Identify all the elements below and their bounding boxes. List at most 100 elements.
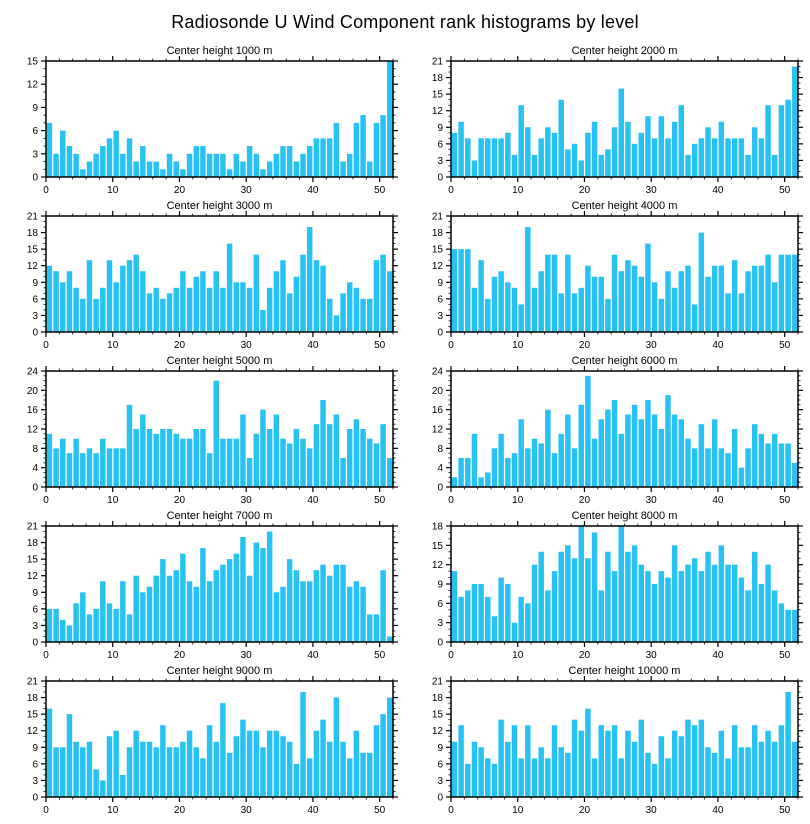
bar	[266, 161, 273, 177]
bar	[651, 282, 658, 332]
bar	[60, 282, 66, 332]
bar	[333, 122, 340, 177]
bar	[691, 448, 698, 487]
bar	[505, 584, 511, 642]
bar	[511, 453, 518, 487]
y-tick-label: 21	[432, 57, 444, 68]
bar	[240, 282, 246, 332]
bar	[73, 741, 79, 797]
bar	[538, 551, 544, 642]
x-tick-label: 50	[374, 650, 386, 661]
bar	[778, 105, 785, 177]
x-tick-label: 40	[307, 805, 319, 816]
bar	[93, 453, 99, 487]
bar	[511, 287, 518, 332]
bar	[300, 254, 306, 332]
bar	[498, 433, 504, 487]
bar	[280, 146, 286, 177]
y-tick-label: 12	[27, 425, 39, 436]
y-tick-label: 0	[32, 328, 38, 339]
y-tick-label: 8	[437, 444, 443, 455]
x-tick-label: 30	[241, 185, 253, 196]
bars-group	[46, 692, 393, 797]
x-tick-label: 10	[512, 185, 524, 196]
bar	[160, 169, 166, 177]
histogram-svg-center-height-7000-m: Center height 7000 m 0 3 6 9 12 15 18 21 0 10 20 30 4…	[27, 510, 398, 661]
y-tick-label: 12	[432, 425, 444, 436]
y-tick-label: 6	[437, 294, 443, 305]
y-tick-label: 18	[27, 538, 39, 549]
bar	[306, 581, 313, 642]
bar	[133, 575, 139, 642]
bar	[785, 609, 791, 642]
bar	[226, 243, 233, 332]
bar	[525, 127, 531, 177]
x-tick-label: 20	[579, 495, 591, 506]
plot-frame	[450, 215, 799, 333]
bar	[451, 477, 458, 487]
bar	[160, 725, 166, 797]
bar	[100, 581, 106, 642]
bars-group	[451, 526, 798, 642]
bar	[498, 719, 504, 797]
x-tick-label: 20	[174, 340, 186, 351]
bar	[240, 537, 246, 642]
subplot-center-height-4000-m: Center height 4000 m 0 3 6 9 12 15 18 21 0 10 20 30 4…	[405, 197, 810, 352]
x-tick-label: 20	[579, 805, 591, 816]
bar	[591, 758, 598, 797]
bar	[160, 559, 166, 642]
bar	[286, 741, 293, 797]
x-tick-label: 50	[779, 495, 791, 506]
bar	[765, 564, 771, 642]
bar	[658, 429, 665, 487]
bar	[778, 725, 785, 797]
bar	[160, 429, 166, 487]
plot-frame	[450, 370, 799, 488]
bar	[220, 153, 226, 177]
bar	[498, 577, 504, 642]
bar	[240, 719, 246, 797]
histogram-svg-center-height-5000-m: Center height 5000 m 0 4 8 12 16 20 24 0 10 20 30 40…	[27, 355, 398, 506]
bar	[80, 169, 86, 177]
bar	[698, 571, 705, 642]
bars-group	[46, 227, 393, 332]
bar	[658, 298, 665, 332]
bar	[565, 414, 571, 487]
bar	[772, 154, 778, 177]
y-tick-label: 12	[27, 726, 39, 737]
bar	[525, 725, 531, 797]
bar	[658, 116, 665, 177]
bar	[685, 265, 691, 332]
bar	[678, 105, 685, 177]
histogram-svg-center-height-8000-m: Center height 8000 m 0 3 6 9 12 15 18 0 10 20 30 40 5…	[432, 510, 803, 661]
x-tick-label: 40	[307, 340, 319, 351]
y-tick-label: 9	[32, 103, 38, 114]
bar	[585, 375, 591, 487]
y-tick-label: 12	[27, 261, 39, 272]
bar	[485, 596, 491, 642]
subplot-center-height-3000-m: Center height 3000 m 0 3 6 9 12 15 18 21 0 10 20 30 4…	[0, 197, 405, 352]
bar	[373, 122, 380, 177]
y-tick-label: 16	[27, 405, 39, 416]
bar	[73, 287, 79, 332]
bar	[711, 138, 718, 177]
bar	[571, 448, 578, 487]
bar	[326, 741, 333, 797]
x-tick-label: 20	[579, 650, 591, 661]
bar	[133, 254, 139, 332]
bar	[387, 271, 393, 332]
bar	[120, 265, 126, 332]
bar	[326, 424, 333, 487]
bar	[478, 477, 484, 487]
bar	[53, 153, 59, 177]
y-tick-label: 18	[27, 693, 39, 704]
bar	[273, 592, 280, 642]
bar	[558, 293, 564, 332]
bar	[611, 571, 618, 642]
x-tick-label: 20	[579, 340, 591, 351]
bar	[758, 741, 765, 797]
bar	[578, 730, 584, 797]
bar	[631, 545, 638, 642]
bar	[718, 121, 725, 177]
bar	[711, 265, 718, 332]
